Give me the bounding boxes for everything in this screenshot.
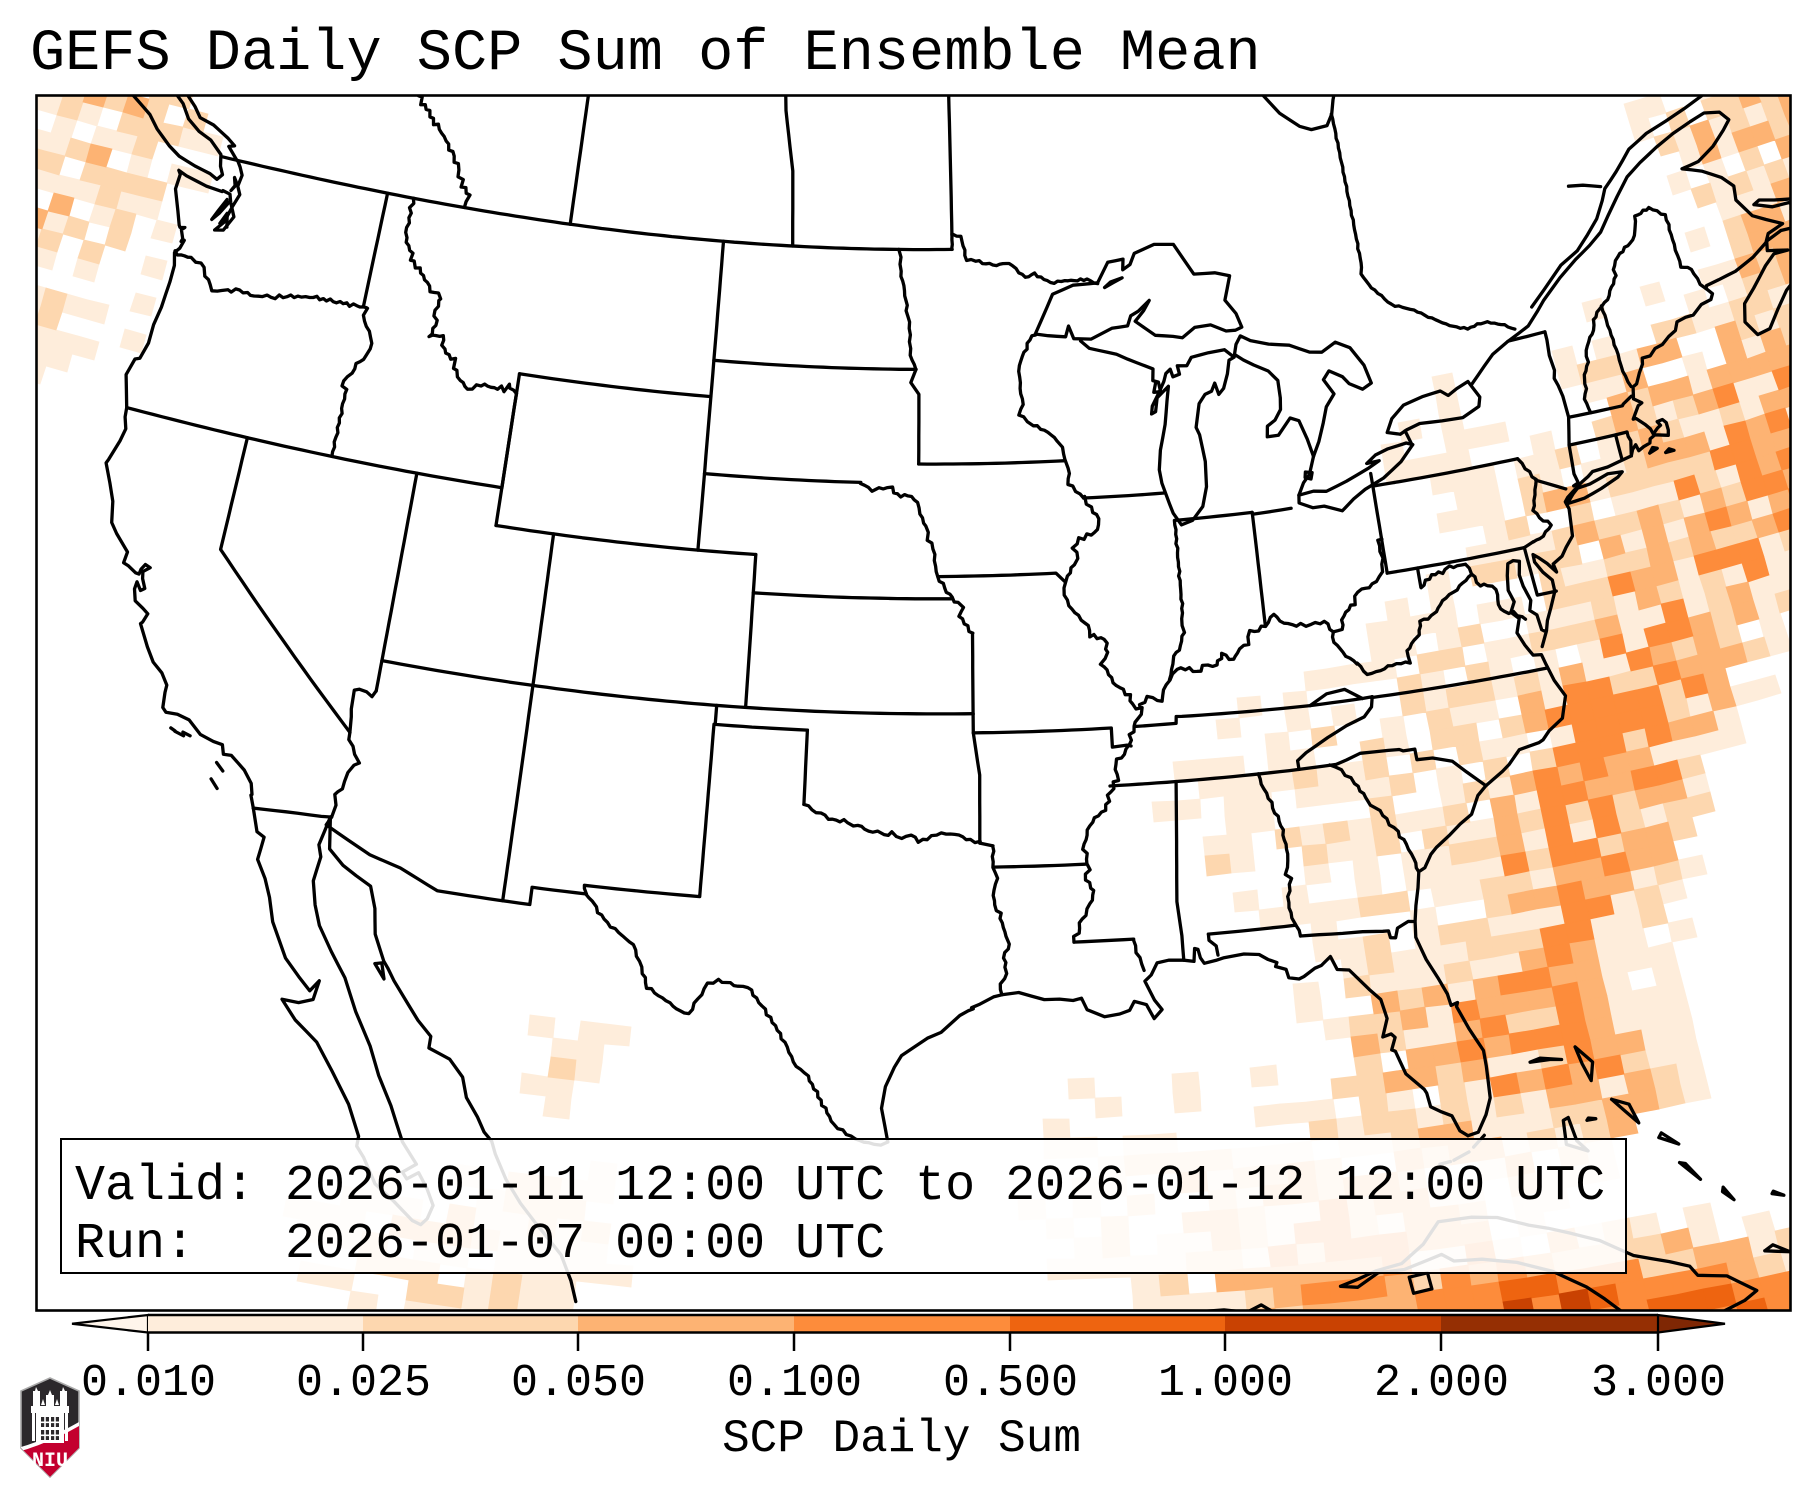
svg-text:NIU: NIU: [32, 1450, 68, 1473]
